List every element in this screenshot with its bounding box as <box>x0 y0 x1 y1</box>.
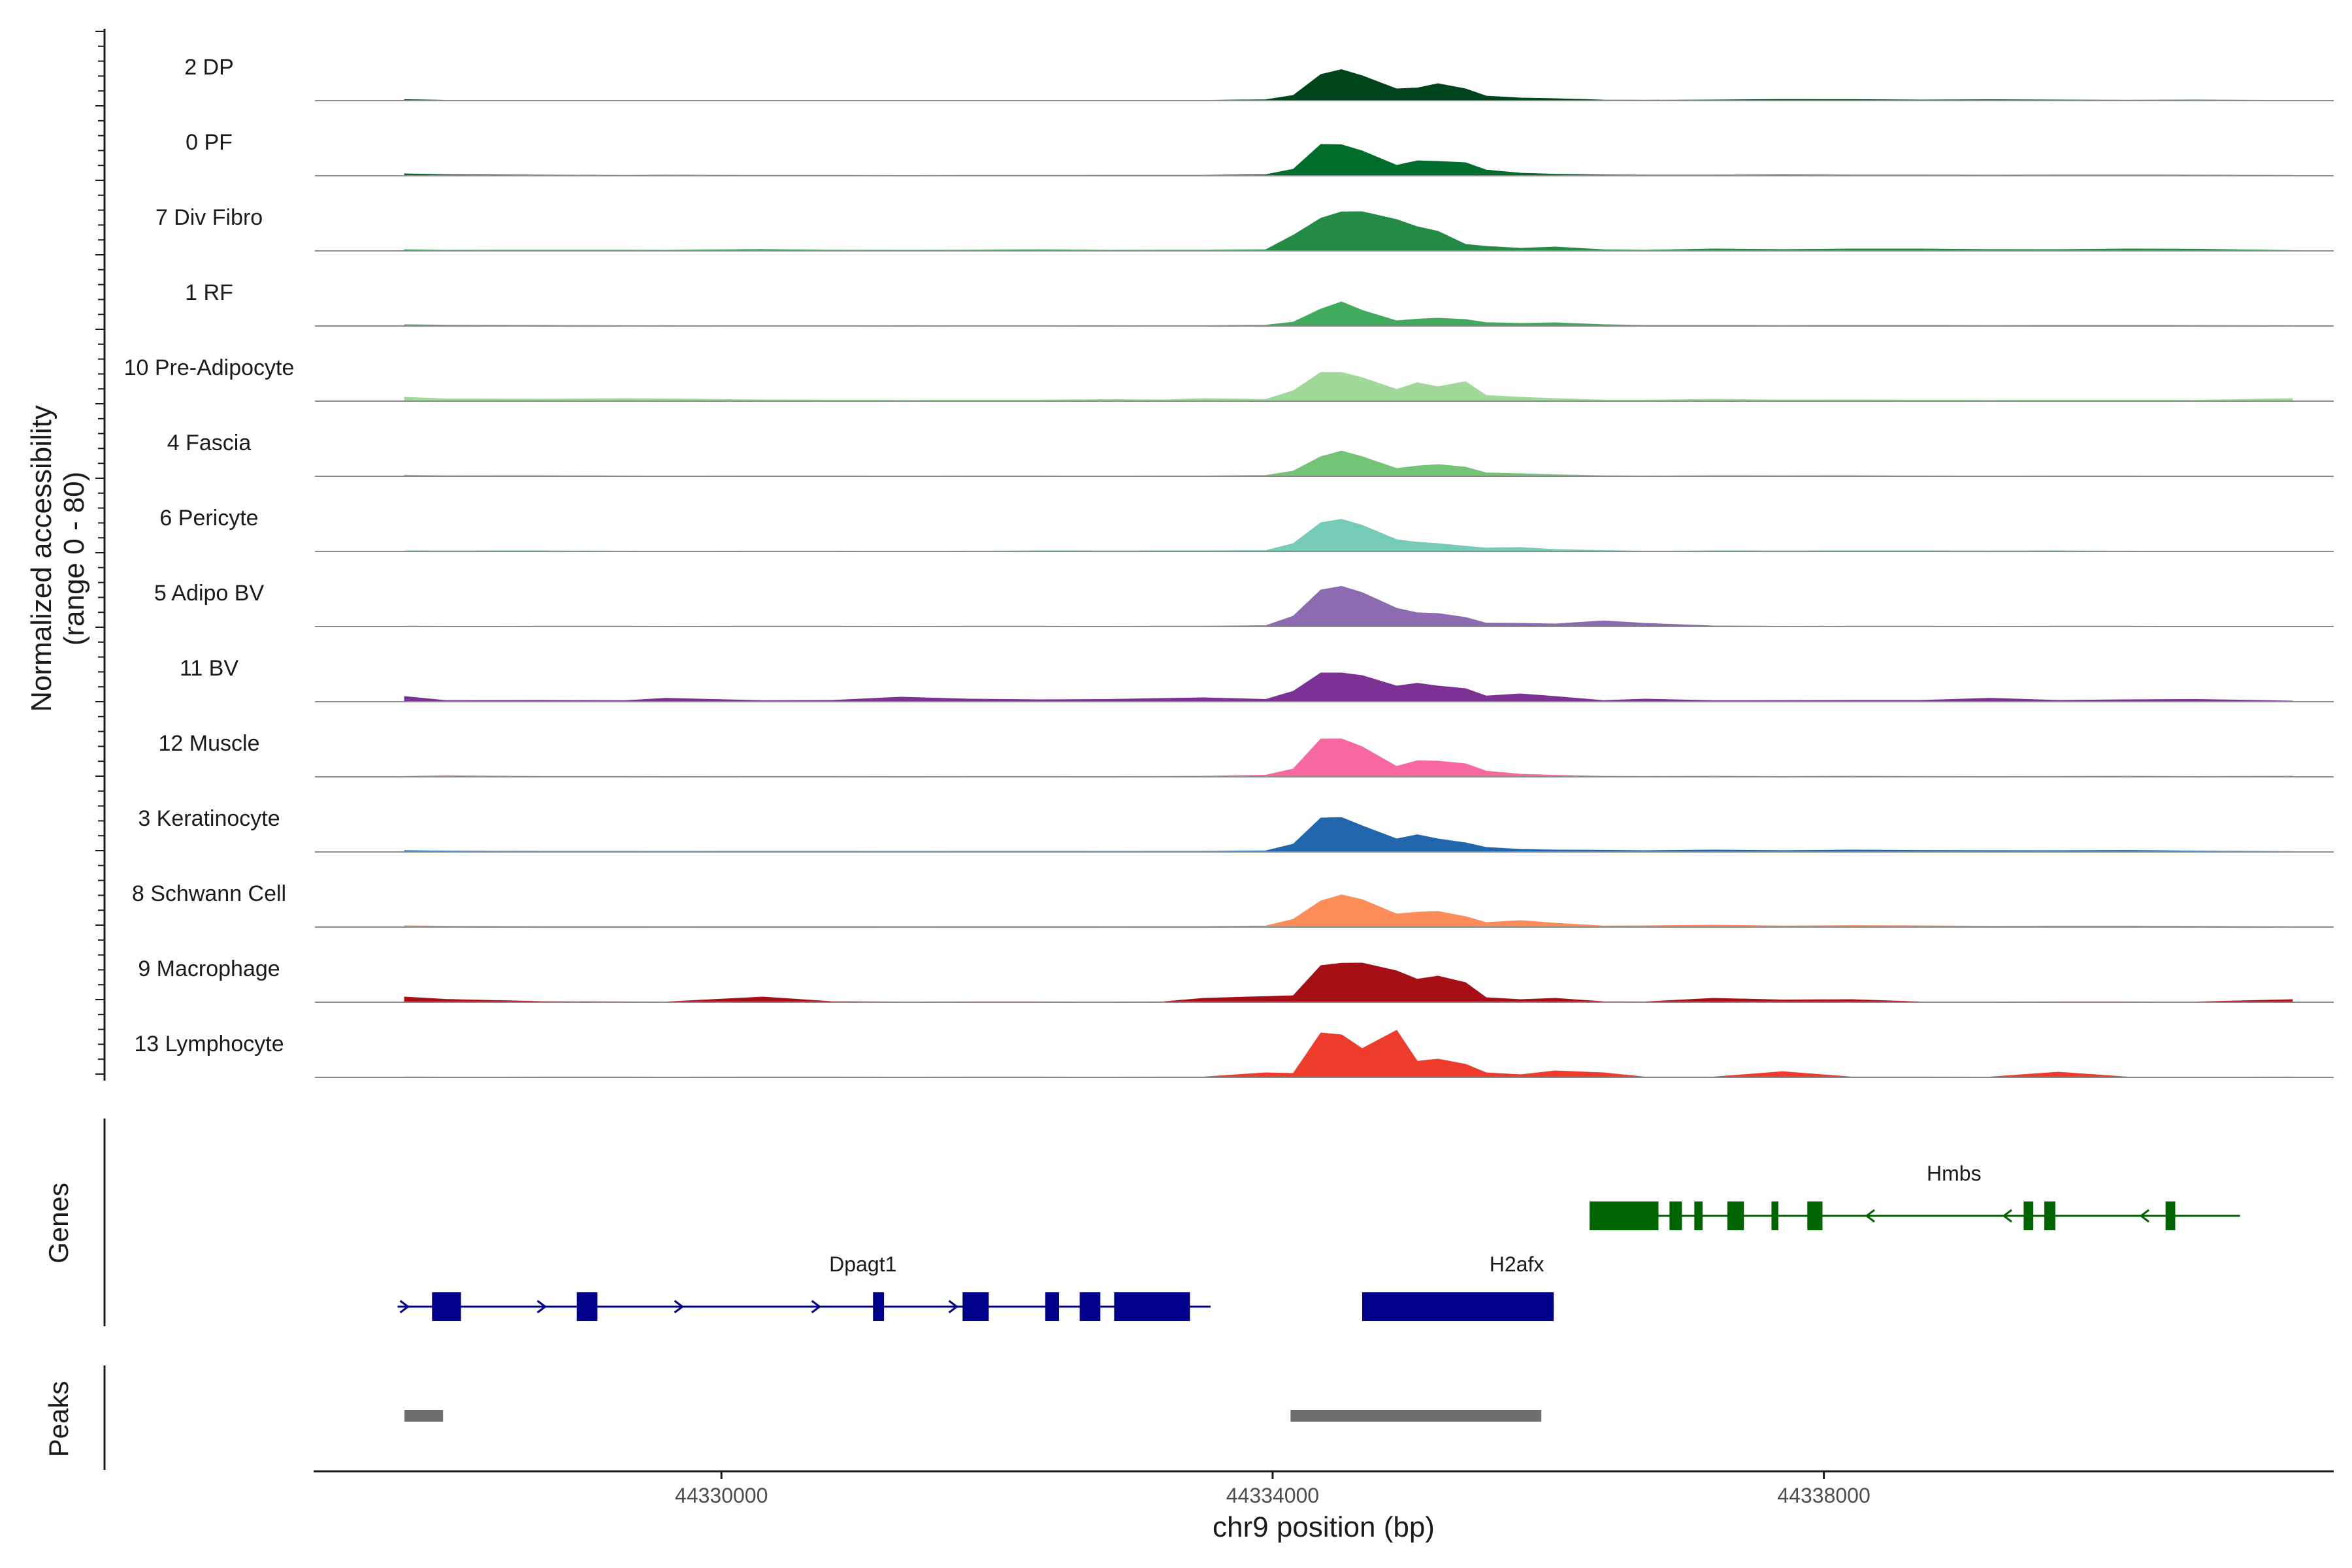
track-0-pf: 0 PF <box>186 130 2334 176</box>
exon-block <box>1807 1201 1823 1230</box>
exon-block <box>1694 1201 1703 1230</box>
track-11-bv: 11 BV <box>180 656 2334 702</box>
x-axis-ticks: 44330000 44334000 44338000 <box>675 1471 1870 1507</box>
track-label: 13 Lymphocyte <box>134 1032 284 1056</box>
track-6-pericyte: 6 Pericyte <box>159 506 2334 552</box>
track-label: 7 Div Fibro <box>155 205 263 230</box>
coverage-area <box>404 672 2293 702</box>
track-2-dp: 2 DP <box>184 55 2334 101</box>
track-5-adipo-bv: 5 Adipo BV <box>154 581 2334 627</box>
exon-block <box>873 1292 885 1321</box>
coverage-area <box>404 450 2293 477</box>
coverage-tracks: 2 DP 0 PF 7 Div Fibro 1 RF 10 Pre-Adipocyte 4… <box>124 55 2334 1078</box>
exon-block <box>962 1292 989 1321</box>
strand-arrow <box>536 1299 547 1314</box>
track-1-rf: 1 RF <box>185 280 2334 327</box>
track-label: 10 Pre-Adipocyte <box>124 355 295 380</box>
gene-label: H2afx <box>1490 1252 1544 1276</box>
gene-h2afx: H2afx <box>1362 1252 1554 1321</box>
y-axis-title-line1: Normalized accessibility <box>25 405 57 711</box>
track-label: 0 PF <box>186 130 233 155</box>
track-4-fascia: 4 Fascia <box>167 431 2334 477</box>
track-label: 12 Muscle <box>159 731 260 756</box>
track-13-lymphocyte: 13 Lymphocyte <box>134 1030 2334 1078</box>
track-label: 11 BV <box>180 656 238 681</box>
x-tick-label: 44338000 <box>1777 1484 1870 1507</box>
coverage-area <box>404 1030 2293 1078</box>
peak-bar <box>404 1410 444 1422</box>
gene-dpagt1: Dpagt1 <box>397 1252 1211 1321</box>
x-tick-label: 44334000 <box>1226 1484 1319 1507</box>
exon-block <box>1362 1292 1554 1321</box>
track-label: 1 RF <box>185 280 233 305</box>
coverage-area <box>404 69 2293 101</box>
exon-block <box>1590 1201 1659 1230</box>
exon-block <box>1079 1292 1101 1321</box>
coverage-area <box>404 817 2293 853</box>
strand-arrow <box>2002 1209 2012 1223</box>
gene-hmbs: Hmbs <box>1590 1162 2240 1230</box>
exon-block <box>2044 1201 2055 1230</box>
coverage-area <box>404 738 2293 777</box>
y-axis-ticks <box>95 31 105 1075</box>
track-label: 6 Pericyte <box>159 506 258 531</box>
exon-block <box>432 1292 461 1321</box>
strand-arrow <box>811 1299 822 1314</box>
strand-arrow <box>1865 1209 1875 1223</box>
genes-panel-title: Genes <box>43 1183 74 1264</box>
exon-block <box>2023 1201 2034 1230</box>
strand-arrow <box>399 1299 410 1314</box>
gene-label: Hmbs <box>1927 1162 1982 1185</box>
x-tick-label: 44330000 <box>675 1484 768 1507</box>
coverage-area <box>404 372 2293 402</box>
coverage-area <box>404 585 2293 627</box>
exon-block <box>1669 1201 1682 1230</box>
coverage-area <box>404 301 2293 327</box>
gene-annotations: Dpagt1 H2afx Hmbs <box>397 1162 2240 1321</box>
coverage-area <box>404 894 2293 928</box>
track-label: 4 Fascia <box>167 431 252 455</box>
track-label: 3 Keratinocyte <box>138 806 280 831</box>
track-12-muscle: 12 Muscle <box>159 731 2334 777</box>
track-label: 5 Adipo BV <box>154 581 265 606</box>
peak-bar <box>1290 1410 1542 1422</box>
track-10-pre-adipocyte: 10 Pre-Adipocyte <box>124 355 2334 402</box>
coverage-area <box>404 211 2293 252</box>
exon-block <box>576 1292 598 1321</box>
y-axis-title-line2: (range 0 - 80) <box>58 472 90 646</box>
track-7-div-fibro: 7 Div Fibro <box>155 205 2334 252</box>
peak-regions <box>404 1410 1542 1422</box>
exon-block <box>1771 1201 1778 1230</box>
coverage-area <box>404 519 2293 552</box>
strand-arrow <box>674 1299 685 1314</box>
exon-block <box>1114 1292 1190 1321</box>
coverage-area <box>404 962 2293 1003</box>
track-label: 2 DP <box>184 55 234 80</box>
track-9-macrophage: 9 Macrophage <box>138 956 2334 1003</box>
exon-block <box>1045 1292 1059 1321</box>
peaks-panel-title: Peaks <box>43 1381 74 1458</box>
gene-label: Dpagt1 <box>829 1252 896 1276</box>
track-3-keratinocyte: 3 Keratinocyte <box>138 806 2334 853</box>
exon-block <box>2165 1201 2176 1230</box>
exon-block <box>1727 1201 1744 1230</box>
coverage-area <box>404 144 2293 176</box>
strand-arrow <box>2139 1209 2149 1223</box>
track-8-schwann-cell: 8 Schwann Cell <box>132 881 2334 928</box>
strand-arrow <box>948 1299 959 1314</box>
track-label: 8 Schwann Cell <box>132 881 286 906</box>
x-axis-title: chr9 position (bp) <box>1213 1511 1435 1543</box>
track-label: 9 Macrophage <box>138 956 280 981</box>
